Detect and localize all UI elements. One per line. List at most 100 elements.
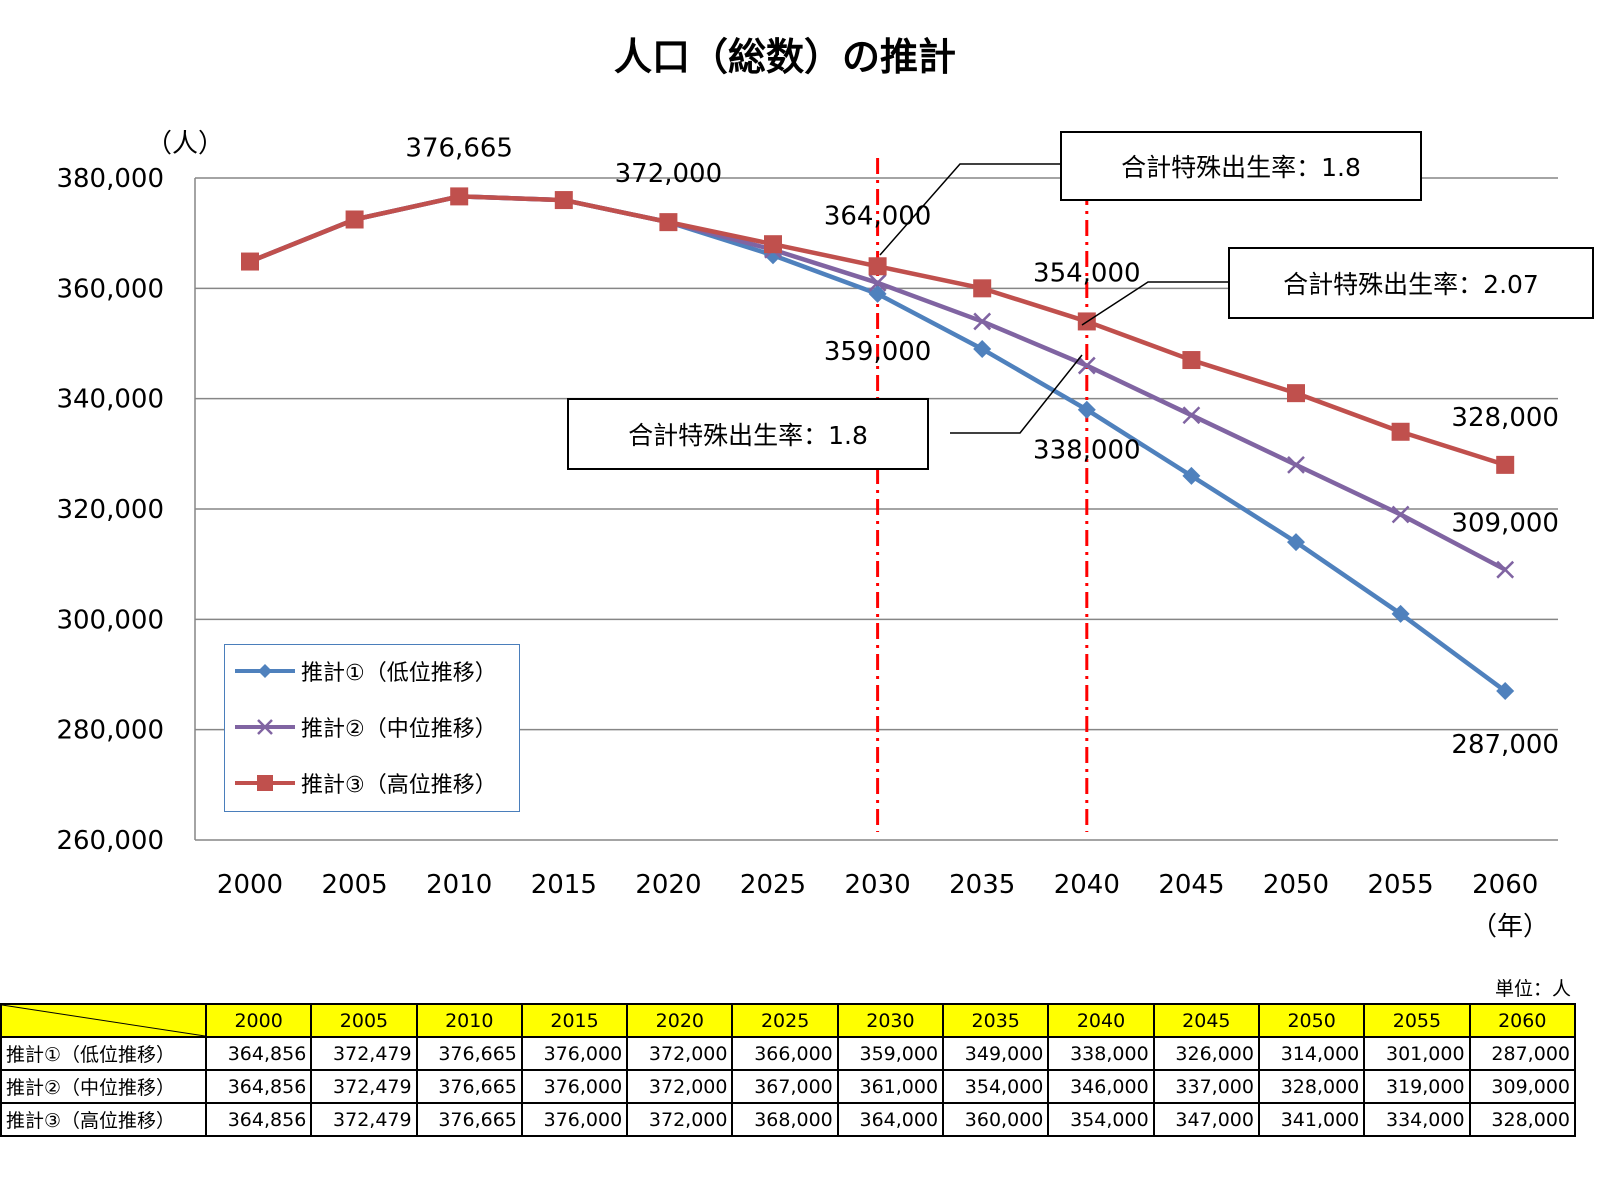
callout-box-2: 合計特殊出生率：2.07 <box>1228 247 1594 319</box>
data-point <box>1077 400 1096 419</box>
table-header-year: 2020 <box>626 1003 734 1038</box>
table-row: 推計③（高位推移） 364,856 372,479 376,665 376,00… <box>0 1102 1577 1137</box>
x-tick-label: 2040 <box>1054 870 1120 900</box>
table-header-year: 2025 <box>731 1003 839 1038</box>
x-tick-label: 2005 <box>322 870 388 900</box>
table-cell: 372,000 <box>626 1102 734 1137</box>
table-cell: 309,000 <box>1468 1069 1577 1104</box>
table-header-year: 2055 <box>1363 1003 1471 1038</box>
table-cell: 367,000 <box>731 1069 839 1104</box>
x-tick-label: 2050 <box>1263 870 1329 900</box>
table-cell: 319,000 <box>1363 1069 1471 1104</box>
data-point <box>1391 505 1410 524</box>
data-label: 359,000 <box>824 337 932 367</box>
legend-label-series-1: 推計①（低位推移） <box>301 661 497 686</box>
legend-item-series-3: 推計③（高位推移） <box>233 763 497 803</box>
table-cell: 354,000 <box>1047 1102 1155 1137</box>
table-cell: 376,000 <box>520 1069 629 1104</box>
table-header-year: 2000 <box>204 1003 313 1038</box>
data-point <box>973 312 992 331</box>
x-tick-label: 2030 <box>845 870 911 900</box>
table-cell: 349,000 <box>942 1036 1050 1071</box>
table-header-year: 2050 <box>1257 1003 1366 1038</box>
y-axis-unit-label: （人） <box>146 129 224 159</box>
series-lines <box>241 187 1515 701</box>
table-cell: 372,000 <box>626 1036 734 1071</box>
x-tick-label: 2060 <box>1472 870 1538 900</box>
table-header-year: 2060 <box>1468 1003 1577 1038</box>
legend-marker-series-1 <box>235 664 295 678</box>
data-point <box>1391 604 1410 623</box>
table-cell: 368,000 <box>731 1102 839 1137</box>
table-header-year: 2040 <box>1047 1003 1155 1038</box>
data-point <box>1182 466 1201 485</box>
data-table: 2000 2005 2010 2015 2020 2025 2030 2035 … <box>0 1003 1577 1137</box>
table-cell: 334,000 <box>1363 1102 1471 1137</box>
data-point <box>764 235 782 254</box>
table-cell: 364,000 <box>836 1102 945 1137</box>
data-label: 287,000 <box>1451 730 1559 760</box>
data-label: 309,000 <box>1451 509 1559 539</box>
data-point <box>1496 560 1515 579</box>
table-cell: 341,000 <box>1257 1102 1366 1137</box>
callout-box-1: 合計特殊出生率：1.8 <box>1060 131 1422 201</box>
x-tick-label: 2000 <box>217 870 283 900</box>
data-label: 328,000 <box>1451 403 1559 433</box>
data-label: 364,000 <box>824 201 932 231</box>
data-point <box>450 187 469 206</box>
table-header-year: 2035 <box>942 1003 1050 1038</box>
y-tick-label: 380,000 <box>56 164 164 194</box>
x-tick-label: 2025 <box>740 870 806 900</box>
table-cell: 326,000 <box>1152 1036 1260 1071</box>
data-point <box>868 284 887 303</box>
x-tick-label: 2020 <box>635 870 701 900</box>
table-header-year: 2030 <box>836 1003 945 1038</box>
corner-diagonal <box>2 1005 205 1036</box>
legend-marker-series-2 <box>235 719 295 735</box>
table-cell: 372,479 <box>310 1069 418 1104</box>
data-point <box>1496 682 1515 701</box>
table-cell: 364,856 <box>204 1102 313 1137</box>
chart-title: 人口（総数）の推計 <box>614 35 956 79</box>
table-cell: 328,000 <box>1257 1069 1366 1104</box>
data-point <box>241 252 259 271</box>
table-unit-label: 単位：人 <box>1495 978 1572 1000</box>
data-point <box>1496 455 1515 474</box>
y-tick-label: 280,000 <box>56 716 164 746</box>
data-point <box>554 191 573 210</box>
table-corner-cell <box>0 1003 207 1038</box>
y-tick-label: 320,000 <box>56 495 164 525</box>
table-cell: 372,479 <box>310 1036 418 1071</box>
table-row: 推計①（低位推移） 364,856 372,479 376,665 376,00… <box>0 1036 1577 1071</box>
data-point <box>345 210 364 229</box>
legend-item-series-2: 推計②（中位推移） <box>233 707 497 747</box>
data-point <box>659 213 678 232</box>
data-label: 354,000 <box>1033 258 1141 288</box>
data-point <box>973 279 992 298</box>
y-tick-label: 260,000 <box>56 826 164 856</box>
x-tick-label: 2015 <box>531 870 597 900</box>
table-cell: 359,000 <box>836 1036 945 1071</box>
data-point <box>1182 351 1201 370</box>
y-tick-label: 340,000 <box>56 385 164 415</box>
table-row-label: 推計③（高位推移） <box>0 1102 207 1137</box>
table-cell: 376,665 <box>415 1069 523 1104</box>
callout-connector-2 <box>1081 281 1228 326</box>
table-cell: 376,665 <box>415 1036 523 1071</box>
table-cell: 314,000 <box>1257 1036 1366 1071</box>
x-tick-label: 2010 <box>426 870 492 900</box>
legend-item-series-1: 推計①（低位推移） <box>233 651 497 691</box>
x-tick-label: 2045 <box>1158 870 1224 900</box>
data-labels: 376,665 372,000 364,000 359,000 354,000 338,0… <box>405 133 1559 760</box>
table-cell: 346,000 <box>1047 1069 1155 1104</box>
legend-label-series-3: 推計③（高位推移） <box>301 773 497 798</box>
y-tick-label: 360,000 <box>56 274 164 304</box>
table-cell: 366,000 <box>731 1036 839 1071</box>
table-header-year: 2010 <box>415 1003 523 1038</box>
callout-box-3: 合計特殊出生率：1.8 <box>567 398 929 470</box>
population-chart: 人口（総数）の推計 （人） （年） 260,000 280,000 300,000 3… <box>56 35 1559 942</box>
table-row-label: 推計②（中位推移） <box>0 1069 207 1104</box>
legend-label-series-2: 推計②（中位推移） <box>301 717 497 742</box>
data-label: 338,000 <box>1033 436 1141 466</box>
data-point <box>1287 533 1305 552</box>
